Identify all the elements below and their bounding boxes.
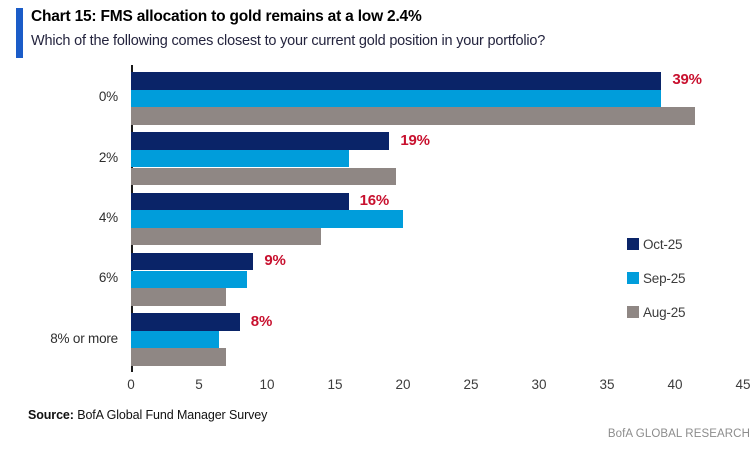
category-label-4: 4% (98, 210, 118, 225)
legend-swatch-aug-25 (627, 306, 639, 318)
value-label-2: 19% (400, 131, 430, 149)
bar-oct-25-0 (131, 72, 662, 90)
bar-sep-25-2 (131, 149, 349, 168)
bar-oct-25-4 (131, 192, 349, 211)
category-label-2: 2% (98, 149, 118, 165)
bar-sep-25-8-or-more (131, 330, 220, 349)
bar-oct-25-8-or-more (131, 313, 240, 331)
brand-watermark: BofA GLOBAL RESEARCH (607, 428, 750, 440)
x-tick-label-20: 20 (395, 377, 411, 392)
bar-oct-25-6 (131, 252, 254, 271)
bar-aug-25-6 (131, 288, 227, 306)
bar-aug-25-4 (131, 227, 322, 246)
x-tick-label-45: 45 (735, 377, 751, 392)
x-tick-label-10: 10 (259, 377, 275, 392)
x-tick-label-30: 30 (531, 377, 547, 392)
legend-label-oct-25: Oct-25 (643, 236, 683, 252)
plot-area: 39% 19% 16% 9% 8% (131, 65, 743, 371)
chart-subtitle: Which of the following comes closest to … (31, 33, 546, 49)
bar-aug-25-0 (131, 107, 696, 125)
legend-label-aug-25: Aug-25 (643, 304, 686, 320)
x-tick-label-0: 0 (127, 377, 135, 392)
source-label: Source: (28, 408, 74, 422)
source-text: BofA Global Fund Manager Survey (73, 408, 268, 422)
bar-sep-25-0 (131, 89, 662, 108)
value-label-4: 16% (359, 191, 390, 209)
value-label-0: 39% (672, 71, 702, 89)
chart-title: Chart 15: FMS allocation to gold remains… (31, 8, 422, 25)
x-tick-label-15: 15 (327, 377, 343, 392)
legend-item-sep-25: Sep-25 (627, 270, 686, 286)
legend-swatch-oct-25 (627, 238, 639, 250)
bar-aug-25-8-or-more (131, 348, 227, 366)
x-tick-label-40: 40 (667, 377, 683, 392)
bar-aug-25-2 (131, 167, 397, 186)
bar-sep-25-6 (131, 270, 247, 289)
category-label-6: 6% (98, 270, 118, 286)
bar-sep-25-4 (131, 210, 403, 228)
bar-oct-25-2 (131, 132, 390, 150)
value-label-6: 9% (264, 252, 286, 270)
legend-swatch-sep-25 (627, 272, 639, 284)
x-tick-label-5: 5 (195, 377, 203, 392)
title-accent-bar (16, 8, 23, 58)
category-label-0: 0% (98, 89, 118, 105)
legend-item-aug-25: Aug-25 (627, 304, 686, 320)
legend-item-oct-25: Oct-25 (627, 236, 683, 252)
source-note: Source: BofA Global Fund Manager Survey (28, 408, 267, 422)
category-label-8-or-more: 8% or more (50, 330, 118, 346)
legend-label-sep-25: Sep-25 (643, 270, 686, 286)
x-tick-label-35: 35 (599, 377, 615, 392)
x-tick-label-25: 25 (463, 377, 479, 392)
value-label-8-or-more: 8% (250, 312, 273, 330)
